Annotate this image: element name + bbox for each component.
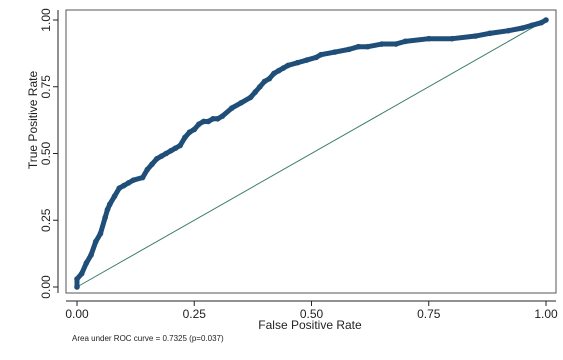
roc-curve-point bbox=[529, 22, 535, 29]
roc-curve-point bbox=[247, 94, 254, 101]
roc-curve-point bbox=[505, 27, 512, 34]
roc-curve-point bbox=[486, 30, 493, 37]
roc-curve-point bbox=[172, 145, 179, 151]
y-tick-label: 0.75 bbox=[39, 75, 53, 99]
roc-curve-point bbox=[538, 19, 545, 26]
roc-curve-point bbox=[543, 17, 549, 23]
roc-curve-point bbox=[332, 49, 338, 55]
roc-curve-point bbox=[144, 166, 151, 173]
roc-curve-point bbox=[78, 270, 85, 277]
x-tick-label: 1.00 bbox=[534, 307, 558, 321]
x-tick-label: 0.00 bbox=[65, 307, 89, 321]
roc-curve-point bbox=[107, 201, 113, 208]
roc-curve-point bbox=[346, 46, 352, 53]
x-tick-label: 0.75 bbox=[417, 307, 441, 321]
roc-curve-point bbox=[111, 193, 118, 200]
roc-curve-point bbox=[74, 276, 80, 282]
roc-curve-point bbox=[252, 89, 259, 95]
roc-curve-point bbox=[285, 62, 291, 69]
roc-curve-point bbox=[393, 41, 399, 47]
roc-curve-point bbox=[182, 134, 188, 141]
roc-curve-point bbox=[266, 75, 273, 82]
roc-curve-point bbox=[271, 70, 277, 77]
roc-curve-point bbox=[280, 65, 287, 71]
auc-annotation: Area under ROC curve = 0.7325 (p=0.037) bbox=[72, 334, 224, 343]
roc-curve-point bbox=[74, 284, 80, 290]
roc-curve-point bbox=[519, 25, 526, 31]
roc-curve-point bbox=[210, 115, 216, 122]
roc-curve-point bbox=[472, 33, 479, 39]
roc-curve-point bbox=[275, 67, 282, 74]
roc-curve-point bbox=[196, 121, 202, 127]
roc-curve-point bbox=[425, 35, 432, 42]
roc-curve-point bbox=[214, 115, 221, 122]
roc-curve-point bbox=[228, 105, 235, 111]
roc-curve-point bbox=[121, 182, 127, 189]
roc-curve-point bbox=[402, 38, 409, 45]
roc-curve-point bbox=[294, 59, 301, 66]
roc-curve-point bbox=[219, 113, 226, 119]
roc-curve-point bbox=[304, 57, 310, 63]
roc-curve-point bbox=[116, 185, 123, 192]
reference-diagonal-line bbox=[76, 19, 547, 288]
roc-curve-point bbox=[238, 99, 244, 106]
roc-curve-point bbox=[318, 51, 324, 58]
roc-curve-point bbox=[92, 238, 99, 245]
roc-curve-point bbox=[88, 252, 94, 258]
roc-curve-point bbox=[149, 161, 155, 167]
roc-curve-point bbox=[449, 35, 456, 42]
roc-curve-point bbox=[97, 230, 104, 237]
roc-curve-point bbox=[130, 177, 137, 183]
roc-curve-point bbox=[186, 129, 193, 135]
roc-curve-point bbox=[102, 214, 108, 221]
x-tick-label: 0.50 bbox=[300, 307, 324, 321]
roc-curve-point bbox=[177, 142, 183, 149]
x-axis-ticks: 0.00 0.25 0.50 0.75 1.00 bbox=[65, 301, 558, 321]
roc-curve-point bbox=[158, 153, 165, 159]
x-tick-label: 0.25 bbox=[183, 307, 207, 321]
roc-curve-point bbox=[364, 43, 371, 50]
x-axis-title: False Positive Rate bbox=[258, 318, 362, 332]
roc-curve-point bbox=[139, 174, 146, 181]
roc-curve-point bbox=[205, 118, 212, 125]
roc-curve-point bbox=[257, 83, 263, 90]
roc-series bbox=[74, 17, 549, 290]
y-tick-label: 1.00 bbox=[39, 8, 53, 32]
roc-curve-point bbox=[355, 43, 362, 50]
roc-curve-point bbox=[261, 78, 268, 85]
roc-curve-point bbox=[168, 148, 174, 154]
roc-curve-point bbox=[379, 41, 385, 47]
roc-curve-point bbox=[83, 260, 90, 266]
roc-curve-point bbox=[313, 54, 319, 61]
y-tick-label: 0.25 bbox=[39, 208, 53, 232]
plot-frame bbox=[65, 9, 557, 294]
y-axis-title: True Positive Rate bbox=[26, 71, 40, 170]
y-tick-label: 0.50 bbox=[39, 141, 53, 165]
roc-curve-point bbox=[200, 118, 207, 125]
roc-curve-point bbox=[104, 206, 111, 213]
roc-curve-point bbox=[163, 150, 169, 157]
roc-curve-point bbox=[125, 180, 132, 186]
y-axis-ticks: 0.00 0.25 0.50 0.75 1.00 bbox=[39, 8, 58, 299]
y-tick-label: 0.00 bbox=[39, 275, 53, 299]
roc-curve-point bbox=[191, 126, 198, 133]
roc-curve-point bbox=[153, 156, 160, 162]
